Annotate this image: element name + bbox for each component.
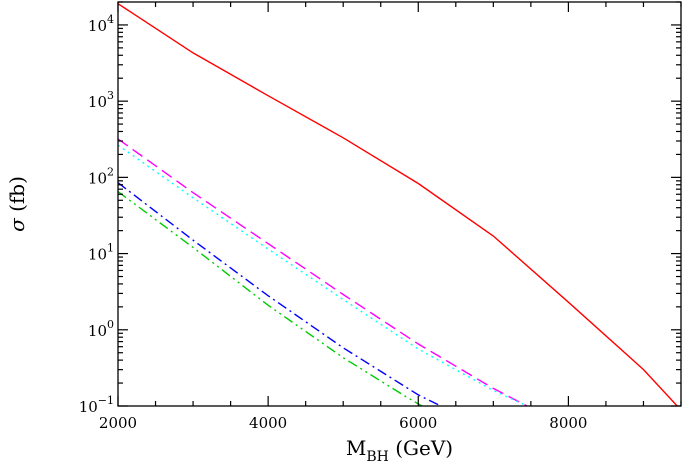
y-tick-exponent: 2 <box>107 165 114 178</box>
x-axis-title: MBH (GeV) <box>346 436 453 463</box>
x-tick-label: 2000 <box>99 414 137 432</box>
y-tick-base: 10 <box>88 93 107 111</box>
series-layer <box>118 3 678 406</box>
series-line-5 <box>118 191 423 406</box>
y-tick-exponent: 0 <box>107 318 114 331</box>
y-axis-title-unit: (fb) <box>5 176 29 218</box>
y-tick-base: 10 <box>88 169 107 187</box>
y-axis-title-symbol: σ <box>5 217 29 232</box>
x-axis-title-sub: BH <box>366 449 389 463</box>
y-tick-exponent: 1 <box>107 242 114 255</box>
y-tick-label: 103 <box>88 89 114 111</box>
y-tick-base: 10 <box>79 398 98 416</box>
y-tick-label: 102 <box>88 165 114 187</box>
x-tick-label: 6000 <box>399 414 437 432</box>
x-axis-title-unit: (GeV) <box>389 436 453 460</box>
y-tick-label: 101 <box>88 242 114 264</box>
y-axis-title: σ (fb) <box>5 176 29 232</box>
series-line-3 <box>118 144 528 406</box>
y-tick-exponent: 3 <box>107 89 114 102</box>
y-tick-label: 10−1 <box>79 394 114 416</box>
plot-frame <box>117 1 682 407</box>
series-line-4 <box>118 182 442 406</box>
x-tick-label: 8000 <box>549 414 587 432</box>
y-tick-label: 104 <box>88 13 114 35</box>
x-axis-title-main: M <box>346 436 366 460</box>
y-tick-exponent: 4 <box>107 13 114 26</box>
y-tick-exponent: −1 <box>98 394 114 407</box>
x-tick-label: 4000 <box>249 414 287 432</box>
y-tick-base: 10 <box>88 246 107 264</box>
y-tick-base: 10 <box>88 322 107 340</box>
series-line-2 <box>118 138 528 406</box>
y-tick-label: 100 <box>88 318 114 340</box>
y-tick-base: 10 <box>88 17 107 35</box>
series-line-1 <box>118 3 678 406</box>
